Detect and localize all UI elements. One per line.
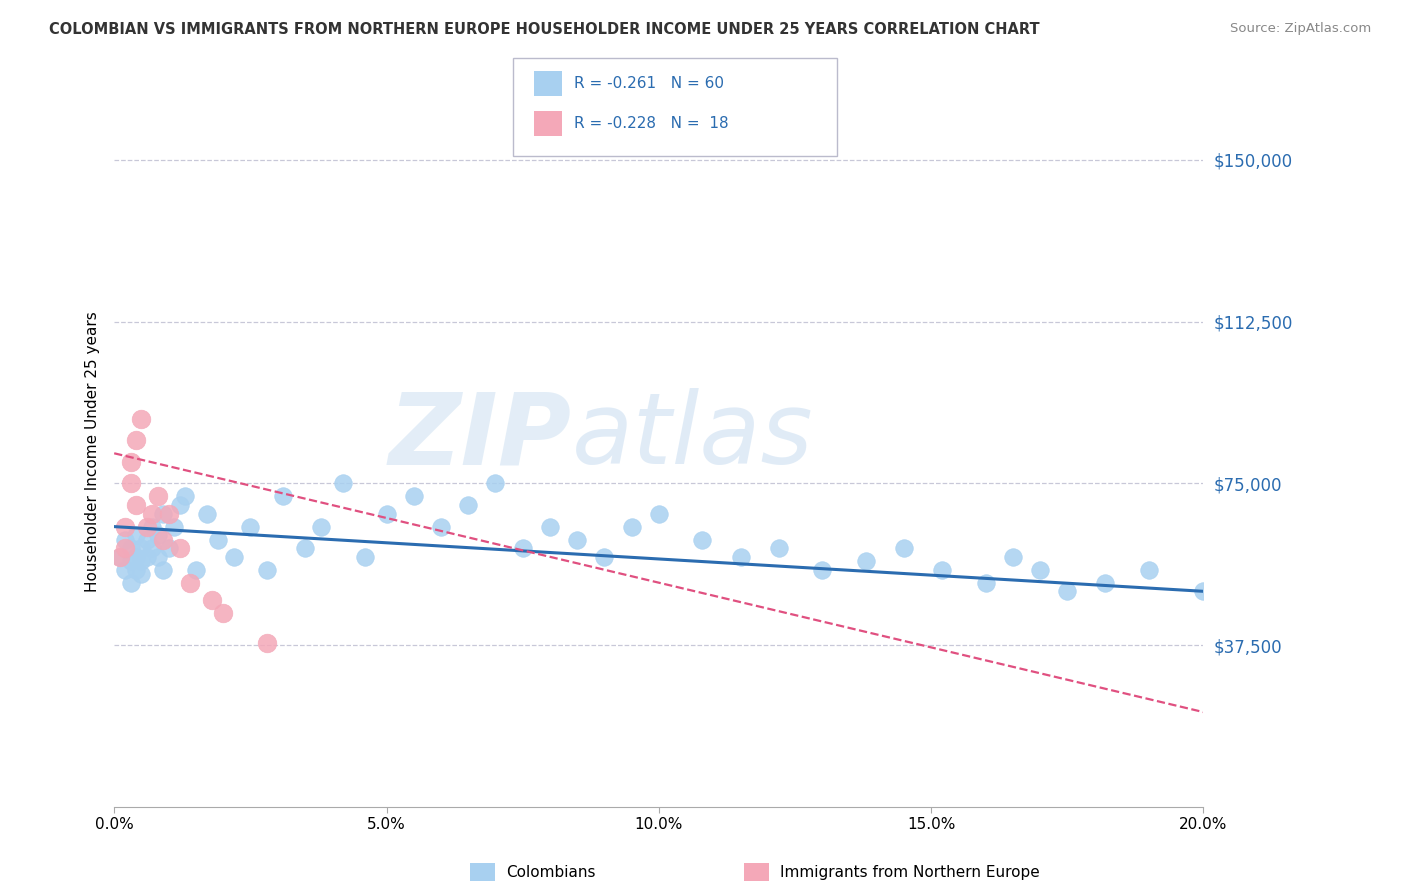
Point	[768, 541, 790, 556]
Point	[135, 549, 157, 564]
Point	[146, 549, 169, 564]
Point	[141, 541, 163, 556]
Point	[294, 541, 316, 556]
Point	[131, 411, 153, 425]
Point	[195, 507, 218, 521]
Point	[169, 541, 191, 556]
Point	[120, 455, 142, 469]
Point	[212, 606, 235, 620]
Point	[131, 567, 153, 582]
Point	[174, 490, 197, 504]
Y-axis label: Householder Income Under 25 years: Householder Income Under 25 years	[86, 310, 100, 591]
Point	[120, 476, 142, 491]
Point	[309, 519, 332, 533]
Point	[163, 519, 186, 533]
Point	[114, 533, 136, 547]
Point	[108, 549, 131, 564]
Point	[457, 498, 479, 512]
Point	[135, 533, 157, 547]
Point	[152, 533, 174, 547]
Point	[256, 563, 278, 577]
Point	[974, 575, 997, 590]
Text: ZIP: ZIP	[388, 388, 572, 485]
Point	[120, 575, 142, 590]
Text: Immigrants from Northern Europe: Immigrants from Northern Europe	[780, 865, 1040, 880]
Point	[120, 541, 142, 556]
Point	[893, 541, 915, 556]
Point	[108, 549, 131, 564]
Point	[1137, 563, 1160, 577]
Point	[730, 549, 752, 564]
Point	[811, 563, 834, 577]
Point	[620, 519, 643, 533]
Point	[239, 519, 262, 533]
Point	[1094, 575, 1116, 590]
Point	[855, 554, 877, 568]
Text: R = -0.261   N = 60: R = -0.261 N = 60	[574, 77, 724, 91]
Point	[169, 498, 191, 512]
Text: R = -0.228   N =  18: R = -0.228 N = 18	[574, 116, 728, 130]
Point	[271, 490, 294, 504]
Point	[1192, 584, 1215, 599]
Point	[332, 476, 354, 491]
Point	[1056, 584, 1078, 599]
Point	[430, 519, 453, 533]
Text: Colombians: Colombians	[506, 865, 596, 880]
Text: atlas: atlas	[572, 388, 813, 485]
Point	[157, 541, 180, 556]
Text: COLOMBIAN VS IMMIGRANTS FROM NORTHERN EUROPE HOUSEHOLDER INCOME UNDER 25 YEARS C: COLOMBIAN VS IMMIGRANTS FROM NORTHERN EU…	[49, 22, 1040, 37]
Point	[375, 507, 398, 521]
Point	[207, 533, 229, 547]
Point	[256, 636, 278, 650]
Point	[114, 541, 136, 556]
Point	[135, 519, 157, 533]
Point	[157, 507, 180, 521]
Point	[565, 533, 588, 547]
Point	[152, 507, 174, 521]
Point	[131, 554, 153, 568]
Point	[593, 549, 616, 564]
Point	[141, 507, 163, 521]
Point	[222, 549, 245, 564]
Point	[120, 554, 142, 568]
Point	[512, 541, 534, 556]
Point	[1029, 563, 1052, 577]
Point	[114, 563, 136, 577]
Point	[114, 519, 136, 533]
Point	[152, 563, 174, 577]
Point	[125, 528, 148, 542]
Point	[125, 434, 148, 448]
Point	[125, 549, 148, 564]
Point	[648, 507, 671, 521]
Point	[931, 563, 953, 577]
Point	[1001, 549, 1024, 564]
Point	[179, 575, 201, 590]
Point	[125, 498, 148, 512]
Point	[201, 593, 224, 607]
Text: Source: ZipAtlas.com: Source: ZipAtlas.com	[1230, 22, 1371, 36]
Point	[353, 549, 375, 564]
Point	[184, 563, 207, 577]
Point	[146, 490, 169, 504]
Point	[692, 533, 714, 547]
Point	[402, 490, 425, 504]
Point	[146, 528, 169, 542]
Point	[125, 563, 148, 577]
Point	[141, 519, 163, 533]
Point	[484, 476, 506, 491]
Point	[131, 541, 153, 556]
Point	[538, 519, 561, 533]
